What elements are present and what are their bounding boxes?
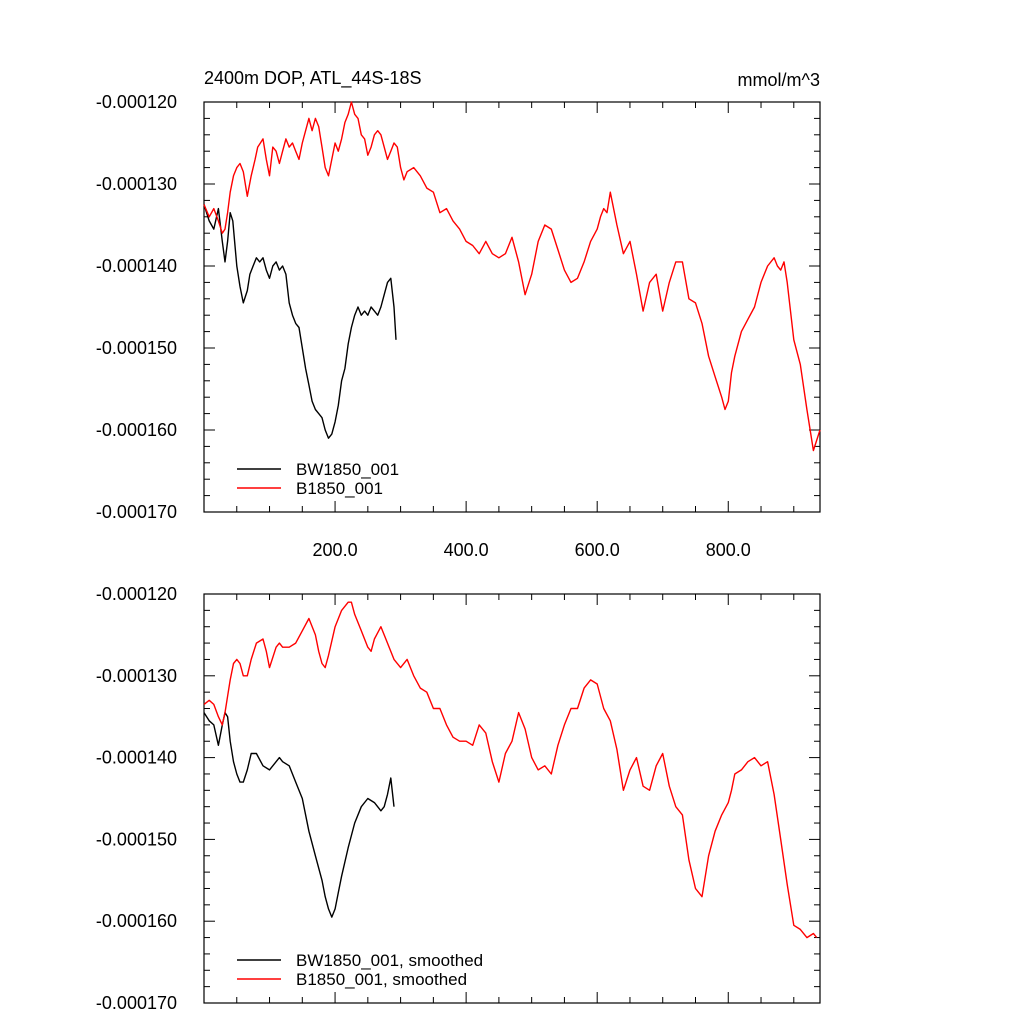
- series-line-b1850: [203, 101, 821, 452]
- units-label: mmol/m^3: [738, 70, 820, 90]
- plot-frame: [203, 101, 821, 513]
- top-plot-panel: -0.000120 -0.000130 -0.000140 -0.000150 -0.0…: [96, 92, 821, 560]
- series-line-bw1850: [203, 711, 395, 918]
- y-tick-label: -0.000130: [96, 174, 177, 194]
- y-tick-label: -0.000130: [96, 666, 177, 686]
- x-tick-label: 400.0: [444, 540, 489, 560]
- y-tick-label: -0.000170: [96, 993, 177, 1013]
- legend-label: B1850_001: [296, 479, 383, 498]
- chart-title: 2400m DOP, ATL_44S-18S: [204, 68, 421, 89]
- x-tick-label: 600.0: [575, 540, 620, 560]
- bottom-plot-panel: -0.000120 -0.000130 -0.000140 -0.000150 -0.0…: [96, 584, 821, 1013]
- y-tick-label: -0.000140: [96, 256, 177, 276]
- y-tick-label: -0.000150: [96, 829, 177, 849]
- y-tick-label: -0.000160: [96, 420, 177, 440]
- series-line-b1850: [203, 601, 818, 939]
- legend-label: BW1850_001: [296, 460, 399, 479]
- legend-label: B1850_001, smoothed: [296, 970, 467, 989]
- y-tick-label: -0.000160: [96, 911, 177, 931]
- series-line-bw1850: [203, 204, 397, 439]
- y-tick-label: -0.000120: [96, 584, 177, 604]
- x-tick-label: 200.0: [313, 540, 358, 560]
- y-tick-label: -0.000120: [96, 92, 177, 112]
- x-tick-label: 800.0: [706, 540, 751, 560]
- plot-frame: [203, 593, 821, 1004]
- legend-label: BW1850_001, smoothed: [296, 951, 483, 970]
- y-tick-label: -0.000150: [96, 338, 177, 358]
- y-tick-label: -0.000170: [96, 502, 177, 522]
- y-tick-label: -0.000140: [96, 748, 177, 768]
